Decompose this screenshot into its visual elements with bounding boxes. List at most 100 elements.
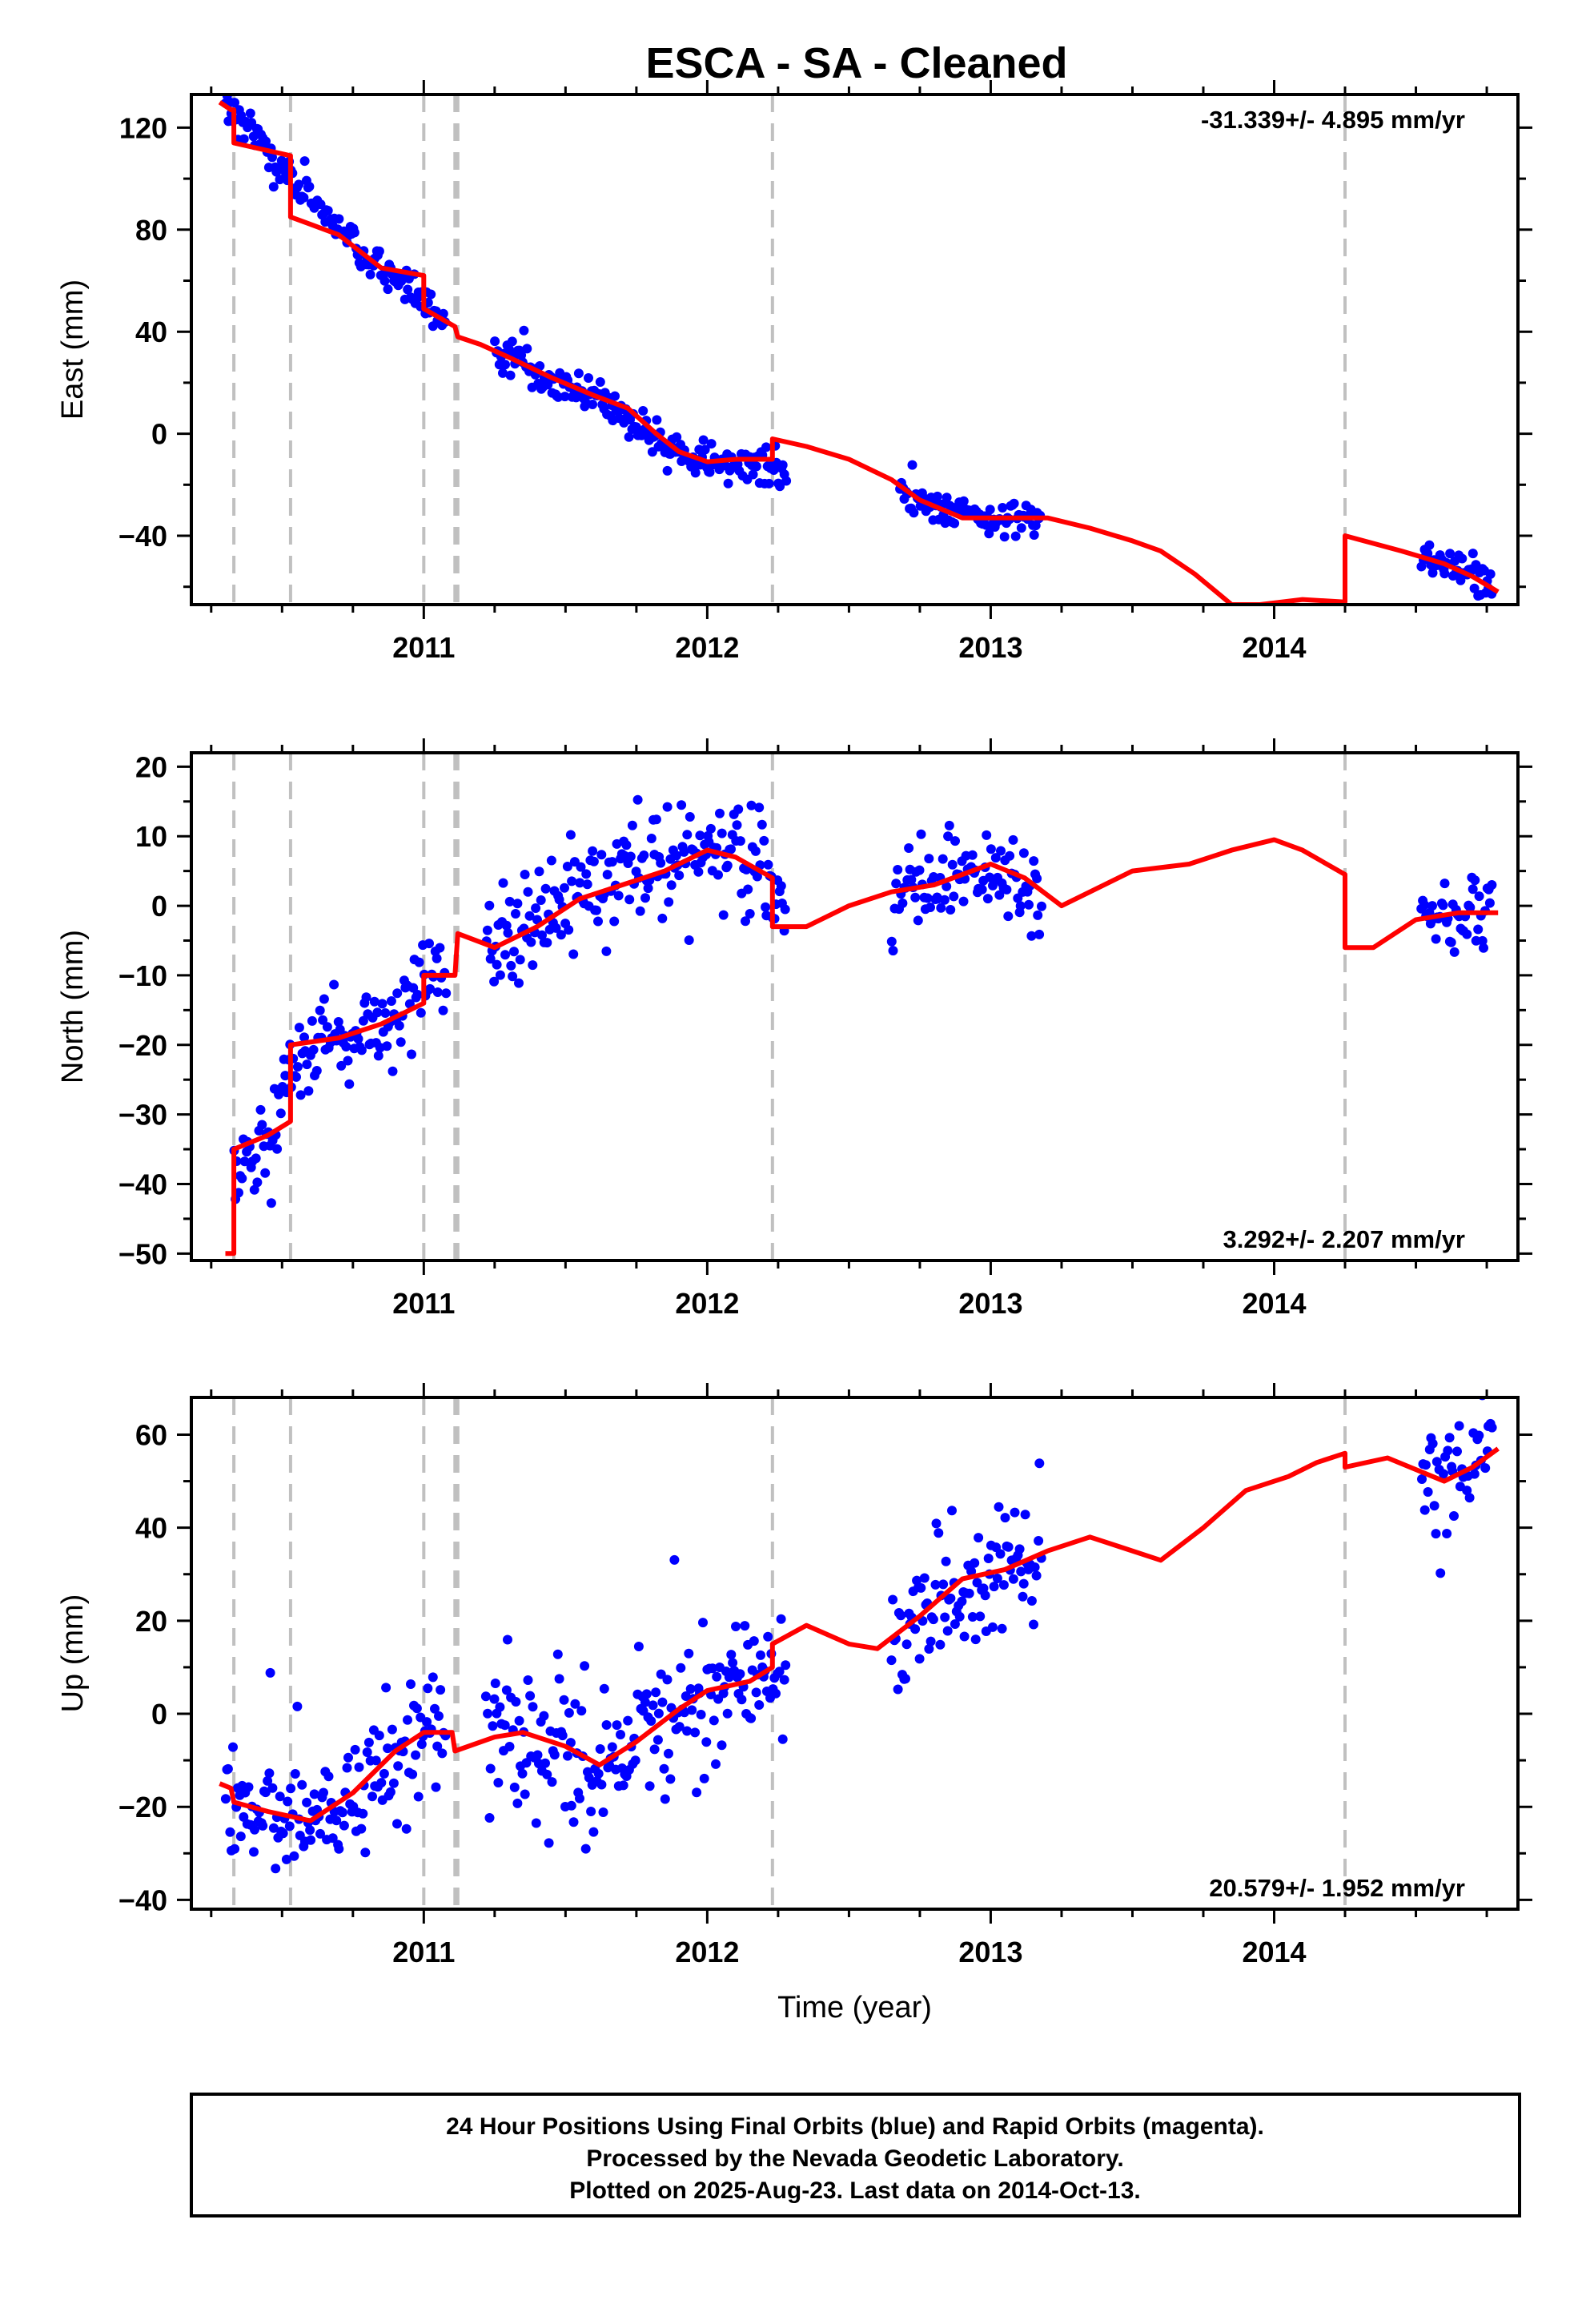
east-data-point (909, 508, 919, 518)
up-data-point (633, 1642, 644, 1651)
east-data-point (230, 98, 239, 108)
up-data-point (576, 1706, 587, 1716)
up-data-point (728, 1658, 738, 1668)
north-data-point (888, 946, 898, 956)
north-data-point (275, 1108, 286, 1119)
north-data-point (532, 915, 542, 925)
up-data-point (779, 1675, 789, 1685)
north-model-line (225, 837, 1499, 1256)
up-data-point (1034, 1536, 1044, 1546)
up-data-point (1452, 1446, 1462, 1457)
up-data-point (586, 1807, 596, 1816)
up-data-point (249, 1847, 259, 1857)
east-data-point (505, 370, 516, 380)
north-x-tick-label: 2014 (1242, 1287, 1306, 1320)
east-data-point (751, 461, 761, 472)
east-y-axis-label: East (mm) (56, 279, 90, 420)
east-data-point (498, 368, 508, 378)
east-data-point (777, 460, 788, 470)
north-data-point (695, 830, 705, 841)
north-data-point (540, 883, 551, 894)
east-data-point (998, 503, 1008, 513)
north-data-point (562, 862, 572, 871)
north-data-point (318, 1015, 328, 1025)
north-data-point (750, 846, 761, 856)
up-data-point (972, 1578, 982, 1588)
up-data-point (383, 1743, 393, 1754)
north-data-point (564, 925, 574, 935)
east-data-point (690, 468, 701, 478)
up-data-point (1020, 1510, 1030, 1520)
up-data-point (511, 1697, 521, 1707)
up-data-point (428, 1672, 438, 1683)
north-data-point (776, 881, 786, 891)
north-data-point (520, 870, 530, 879)
north-data-point (913, 915, 923, 926)
north-data-point (526, 937, 536, 947)
up-data-point (566, 1800, 576, 1811)
north-y-tick-label: 10 (135, 820, 167, 853)
up-y-tick-label: 0 (151, 1698, 167, 1731)
north-x-tick-label: 2013 (958, 1287, 1022, 1320)
east-data-point (507, 336, 517, 347)
north-data-point (754, 802, 765, 813)
north-data-point (1003, 911, 1014, 922)
up-data-point (406, 1679, 416, 1689)
north-data-point (679, 846, 689, 857)
north-data-point (761, 902, 771, 912)
up-data-point (599, 1683, 609, 1694)
north-data-point (946, 905, 956, 915)
up-y-tick-label: −40 (118, 1884, 167, 1916)
north-data-point (373, 1051, 383, 1061)
east-data-point (323, 206, 333, 215)
north-data-point (329, 979, 339, 990)
up-data-point (275, 1791, 285, 1802)
north-data-point (534, 866, 544, 877)
up-data-point (588, 1827, 599, 1837)
up-data-point (297, 1779, 307, 1790)
north-data-point (752, 871, 762, 882)
up-data-point (323, 1771, 334, 1782)
up-data-point (565, 1738, 576, 1748)
north-data-point (733, 804, 744, 814)
north-data-point (537, 930, 547, 940)
north-data-point (886, 936, 897, 947)
east-data-point (984, 529, 994, 539)
up-data-point (343, 1752, 353, 1763)
north-data-point (546, 855, 556, 866)
up-data-point (676, 1663, 686, 1673)
up-data-point (278, 1828, 288, 1839)
up-data-point (408, 1769, 418, 1779)
up-data-point (223, 1763, 233, 1774)
north-y-tick-label: 0 (151, 890, 167, 923)
north-data-point (1439, 879, 1450, 889)
up-data-point (263, 1775, 273, 1786)
north-data-point (369, 996, 379, 1007)
up-data-point (1464, 1493, 1475, 1503)
up-rate-label: 20.579+/- 1.952 mm/yr (1209, 1874, 1465, 1902)
up-data-point (994, 1502, 1004, 1512)
up-data-point (1014, 1544, 1025, 1554)
north-data-point (416, 1007, 426, 1018)
north-data-point (657, 913, 668, 923)
up-data-point (514, 1715, 524, 1726)
north-data-point (588, 846, 598, 856)
north-data-point (732, 820, 742, 830)
north-data-point (627, 820, 637, 830)
east-data-point (1029, 530, 1039, 540)
up-data-point (381, 1683, 391, 1693)
north-data-point (609, 916, 620, 927)
up-data-point (520, 1789, 530, 1799)
up-data-point (709, 1715, 719, 1726)
up-data-point (403, 1715, 412, 1725)
up-data-point (692, 1787, 702, 1798)
east-data-point (500, 360, 510, 370)
up-data-point (568, 1817, 579, 1827)
north-data-point (943, 831, 954, 842)
east-data-point (1439, 569, 1450, 579)
north-data-point (646, 834, 656, 843)
north-rate-label: 3.292+/- 2.207 mm/yr (1223, 1225, 1465, 1253)
up-data-point (230, 1844, 240, 1854)
north-data-point (438, 1005, 448, 1015)
north-data-point (651, 814, 661, 825)
